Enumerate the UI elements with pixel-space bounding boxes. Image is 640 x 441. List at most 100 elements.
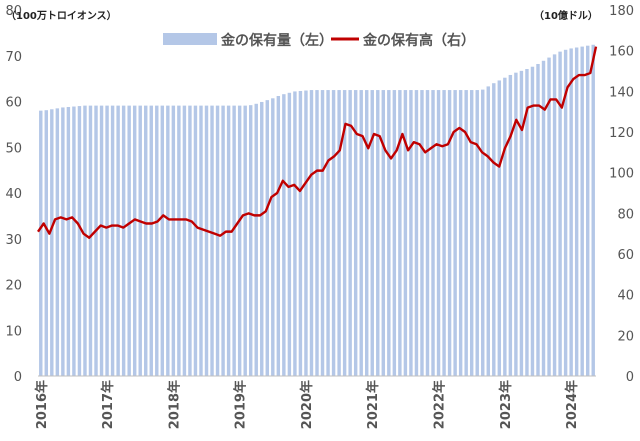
bar (66, 106, 71, 377)
line-series (37, 46, 598, 239)
bar (337, 90, 341, 376)
bar (199, 105, 203, 377)
bar (558, 51, 562, 376)
bar (431, 90, 435, 376)
bar (320, 90, 325, 376)
left-axis-ticks: 0 10 20 30 40 50 60 70 80 (5, 4, 22, 385)
bar (315, 90, 319, 376)
x-tick-label: 2021年 (365, 380, 381, 429)
bar (453, 90, 457, 376)
bar (44, 110, 48, 376)
right-axis-ticks: 0 20 40 60 80 100 120 140 160 180 (609, 4, 634, 385)
bar (370, 90, 374, 376)
left-y-tick-label: 20 (5, 279, 22, 294)
bar (160, 105, 165, 377)
right-y-tick-label: 120 (609, 126, 634, 141)
bar (503, 77, 507, 377)
left-y-tick-label: 70 (5, 50, 22, 65)
bar (586, 45, 590, 377)
bar (442, 90, 446, 376)
x-tick-label: 2022年 (432, 380, 448, 429)
bar (226, 105, 231, 377)
bar (591, 44, 595, 377)
bar (61, 107, 65, 376)
x-axis-ticks: 2016年 2017年 2018年 2019年 2020年 2021年 2022年 2023年… (34, 380, 580, 429)
bar (547, 57, 551, 376)
bar (144, 105, 148, 377)
bar (508, 74, 513, 377)
bar (193, 105, 198, 377)
x-tick-label: 2020年 (299, 380, 315, 429)
bar (39, 110, 43, 377)
left-y-tick-label: 0 (14, 370, 22, 385)
bar (276, 96, 281, 376)
bar (94, 105, 98, 377)
bar (149, 105, 153, 377)
bar (204, 105, 209, 377)
bar (376, 90, 380, 376)
bar (309, 90, 314, 376)
bar (243, 105, 247, 377)
bar (237, 105, 242, 377)
bar (77, 106, 82, 376)
x-tick-label: 2019年 (233, 380, 249, 429)
right-y-tick-label: 60 (617, 248, 634, 263)
bar (552, 54, 557, 376)
x-tick-label: 2016年 (34, 380, 50, 429)
bar (155, 105, 159, 377)
bar (536, 63, 540, 377)
bar (392, 90, 397, 376)
bar (298, 90, 303, 376)
bar (55, 108, 60, 377)
right-y-tick-label: 180 (609, 4, 634, 19)
bar (353, 90, 358, 376)
right-y-tick-label: 80 (617, 207, 634, 222)
legend-line-label: 金の保有高（右） (362, 32, 475, 49)
bar (464, 90, 468, 376)
left-y-tick-label: 40 (5, 187, 22, 202)
bar (127, 105, 131, 377)
bar (469, 90, 474, 376)
bar (232, 105, 236, 377)
bar (342, 90, 347, 376)
bar (458, 90, 463, 376)
bar (359, 90, 363, 376)
bar (497, 80, 502, 377)
bar (171, 105, 176, 377)
bar (519, 70, 524, 376)
bar (110, 105, 115, 377)
bar (436, 90, 441, 376)
bar (492, 83, 496, 376)
bar (580, 46, 584, 376)
x-tick-label: 2017年 (100, 380, 116, 429)
bar (105, 105, 109, 377)
bar (398, 90, 402, 376)
bar (99, 105, 104, 377)
bar (132, 105, 137, 377)
bar (116, 105, 120, 377)
bar (182, 105, 187, 377)
bar (530, 66, 535, 376)
right-y-tick-label: 20 (617, 329, 634, 344)
bar (265, 100, 269, 376)
bar (177, 105, 181, 377)
bar (475, 90, 479, 376)
bar (331, 90, 336, 376)
bar (260, 101, 264, 377)
left-y-tick-label: 60 (5, 96, 22, 111)
bar (481, 89, 485, 377)
x-tick-label: 2023年 (498, 380, 514, 429)
bar (541, 60, 546, 376)
left-axis-unit-label: （100万トロイオンス） (6, 9, 117, 22)
legend-bar-label: 金の保有量（左） (220, 32, 333, 49)
bar (293, 91, 297, 377)
bar (381, 90, 386, 376)
left-y-tick-label: 80 (5, 4, 22, 19)
bar (248, 105, 253, 376)
bar (425, 90, 430, 376)
bar (83, 105, 87, 377)
right-axis-unit-label: （10億ドル） (534, 9, 598, 22)
bar (50, 109, 54, 376)
bar (409, 90, 413, 376)
